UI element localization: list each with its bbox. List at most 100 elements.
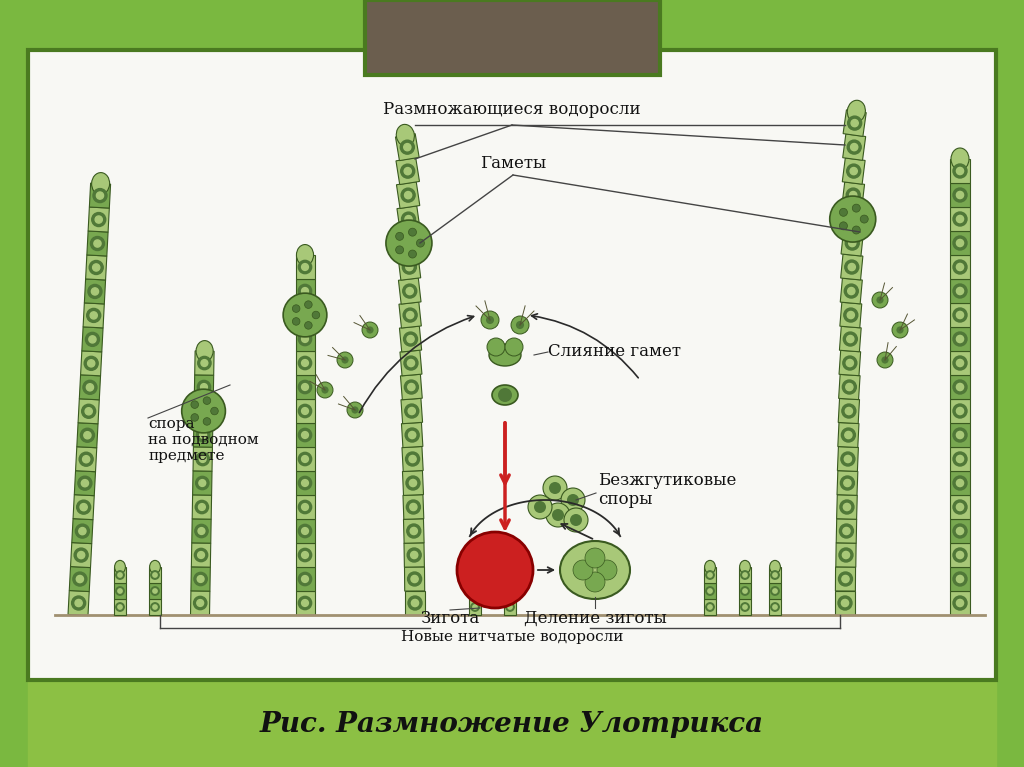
Bar — [28, 50, 996, 680]
Circle shape — [116, 571, 124, 579]
Circle shape — [199, 479, 206, 486]
Polygon shape — [76, 446, 97, 472]
Circle shape — [196, 500, 209, 514]
Circle shape — [953, 476, 967, 490]
Polygon shape — [194, 399, 213, 423]
Circle shape — [773, 605, 777, 609]
Circle shape — [302, 384, 308, 390]
Circle shape — [473, 605, 477, 609]
Polygon shape — [84, 279, 105, 304]
Polygon shape — [835, 591, 855, 615]
Circle shape — [561, 488, 585, 512]
Circle shape — [708, 573, 712, 577]
Polygon shape — [296, 327, 314, 351]
Polygon shape — [401, 423, 423, 448]
Circle shape — [956, 360, 964, 367]
Polygon shape — [81, 351, 101, 376]
Circle shape — [848, 288, 855, 295]
Circle shape — [839, 548, 853, 562]
Polygon shape — [841, 278, 862, 304]
Text: Слияние гамет: Слияние гамет — [548, 344, 681, 360]
Circle shape — [298, 476, 311, 489]
Circle shape — [842, 575, 849, 583]
Polygon shape — [400, 374, 422, 400]
Circle shape — [198, 551, 205, 558]
Circle shape — [395, 246, 403, 254]
Circle shape — [409, 407, 416, 415]
Circle shape — [118, 589, 122, 593]
Circle shape — [953, 596, 967, 610]
Circle shape — [298, 572, 311, 586]
Polygon shape — [150, 583, 161, 599]
Circle shape — [844, 479, 851, 486]
Circle shape — [585, 548, 605, 568]
Circle shape — [471, 603, 479, 611]
Circle shape — [844, 503, 851, 511]
Circle shape — [198, 380, 211, 393]
Polygon shape — [114, 599, 126, 615]
Circle shape — [151, 587, 159, 595]
Circle shape — [840, 524, 853, 538]
Circle shape — [740, 587, 750, 595]
Circle shape — [403, 143, 411, 151]
Polygon shape — [950, 231, 970, 255]
Circle shape — [956, 479, 964, 486]
Circle shape — [953, 284, 967, 298]
Circle shape — [400, 140, 415, 154]
Circle shape — [407, 500, 421, 514]
Ellipse shape — [489, 344, 521, 366]
Polygon shape — [841, 230, 863, 256]
Circle shape — [516, 321, 524, 329]
Circle shape — [896, 327, 903, 334]
Circle shape — [83, 380, 97, 394]
Circle shape — [404, 216, 412, 222]
Polygon shape — [402, 471, 424, 495]
Polygon shape — [840, 326, 861, 352]
Circle shape — [953, 452, 967, 466]
Circle shape — [73, 572, 87, 586]
Circle shape — [956, 288, 964, 295]
Ellipse shape — [705, 561, 716, 574]
Circle shape — [953, 380, 967, 394]
Circle shape — [302, 600, 308, 607]
Polygon shape — [399, 302, 421, 328]
Circle shape — [953, 428, 967, 442]
Circle shape — [534, 501, 546, 513]
Polygon shape — [194, 423, 213, 447]
Circle shape — [771, 603, 779, 611]
Circle shape — [298, 285, 311, 298]
Circle shape — [347, 402, 362, 418]
Circle shape — [74, 548, 88, 562]
Circle shape — [953, 308, 967, 322]
Circle shape — [953, 236, 967, 250]
Text: Рис. Размножение Улотрикса: Рис. Размножение Улотрикса — [260, 712, 764, 739]
Polygon shape — [950, 447, 970, 471]
Circle shape — [412, 599, 419, 607]
Circle shape — [90, 312, 97, 319]
Polygon shape — [950, 399, 970, 423]
Circle shape — [773, 573, 777, 577]
Circle shape — [322, 387, 329, 393]
Circle shape — [740, 603, 750, 611]
Polygon shape — [739, 567, 751, 583]
Circle shape — [844, 332, 857, 346]
Polygon shape — [950, 519, 970, 543]
Circle shape — [417, 239, 424, 247]
Circle shape — [956, 335, 964, 343]
Circle shape — [892, 322, 908, 338]
Polygon shape — [191, 518, 211, 543]
Circle shape — [543, 476, 567, 500]
Circle shape — [473, 573, 477, 577]
Circle shape — [956, 599, 964, 607]
Circle shape — [401, 188, 415, 202]
Ellipse shape — [470, 561, 480, 574]
Circle shape — [94, 240, 101, 247]
Circle shape — [846, 212, 860, 226]
Circle shape — [953, 188, 967, 202]
Circle shape — [845, 236, 859, 250]
Text: Гаметы: Гаметы — [480, 155, 546, 172]
Circle shape — [953, 356, 967, 370]
Circle shape — [844, 308, 858, 322]
Circle shape — [406, 264, 413, 271]
Circle shape — [351, 407, 358, 413]
